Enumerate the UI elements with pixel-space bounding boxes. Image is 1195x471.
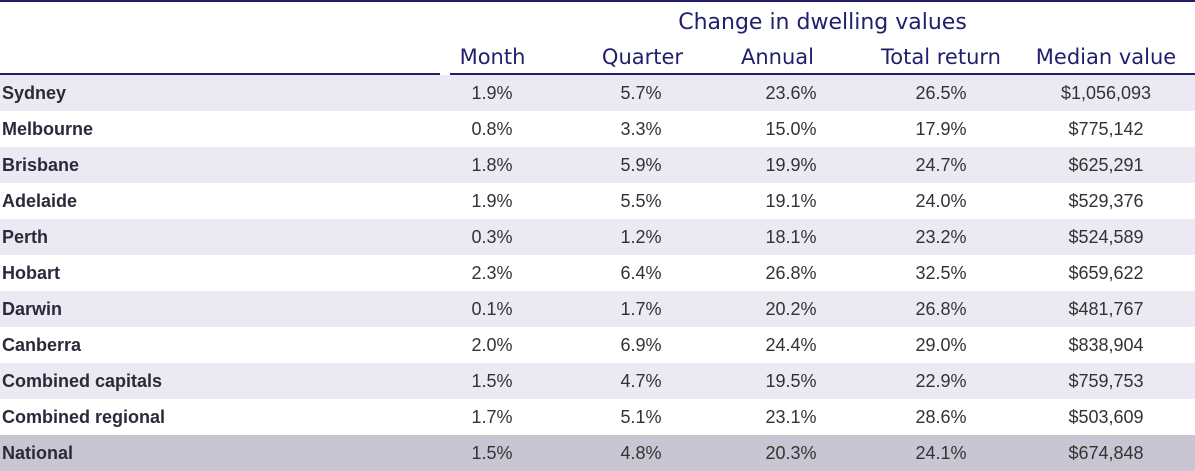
row-label: Combined capitals	[2, 371, 163, 391]
cell-total-return: 32.5%	[915, 263, 967, 283]
cell-month: 1.9%	[471, 191, 513, 211]
cell-total-return: 29.0%	[915, 335, 967, 355]
cell-total-return: 17.9%	[915, 119, 967, 139]
column-header-month: Month	[459, 45, 526, 69]
cell-median-value: $529,376	[1068, 191, 1144, 211]
cell-month: 1.5%	[471, 443, 513, 463]
cell-annual: 18.1%	[765, 227, 817, 247]
cell-annual: 23.1%	[765, 407, 817, 427]
row-label: Perth	[2, 227, 49, 247]
cell-median-value: $625,291	[1068, 155, 1144, 175]
column-header-total-return: Total return	[881, 45, 1001, 69]
table-row: Canberra 2.0% 6.9% 24.4% 29.0% $838,904	[0, 327, 1195, 363]
cell-quarter: 6.4%	[620, 263, 662, 283]
cell-total-return: 24.0%	[915, 191, 967, 211]
cell-month: 2.3%	[471, 263, 513, 283]
column-header-median-value: Median value	[1035, 45, 1177, 69]
table-row: Brisbane 1.8% 5.9% 19.9% 24.7% $625,291	[0, 147, 1195, 183]
cell-annual: 19.1%	[765, 191, 817, 211]
cell-total-return: 26.5%	[915, 83, 967, 103]
cell-quarter: 5.5%	[620, 191, 662, 211]
cell-annual: 23.6%	[765, 83, 817, 103]
cell-month: 1.9%	[471, 83, 513, 103]
header-rule-right	[450, 73, 1195, 75]
cell-total-return: 23.2%	[915, 227, 967, 247]
row-label: Brisbane	[2, 155, 80, 175]
cell-month: 0.8%	[471, 119, 513, 139]
cell-quarter: 5.7%	[620, 83, 662, 103]
row-label: Hobart	[2, 263, 60, 283]
cell-total-return: 22.9%	[915, 371, 967, 391]
cell-month: 1.5%	[471, 371, 513, 391]
cell-median-value: $759,753	[1068, 371, 1144, 391]
header-rule-left	[0, 73, 440, 75]
table-row: Combined regional 1.7% 5.1% 23.1% 28.6% $503,…	[0, 399, 1195, 435]
top-rule	[0, 0, 1195, 2]
row-label: Sydney	[2, 83, 67, 103]
cell-median-value: $503,609	[1068, 407, 1144, 427]
cell-month: 1.7%	[471, 407, 513, 427]
cell-quarter: 1.7%	[620, 299, 662, 319]
cell-quarter: 4.7%	[620, 371, 662, 391]
row-label: Darwin	[2, 299, 63, 319]
cell-quarter: 3.3%	[620, 119, 662, 139]
cell-median-value: $674,848	[1068, 443, 1144, 463]
cell-total-return: 26.8%	[915, 299, 967, 319]
cell-quarter: 5.9%	[620, 155, 662, 175]
cell-month: 2.0%	[471, 335, 513, 355]
table-row: Darwin 0.1% 1.7% 20.2% 26.8% $481,767	[0, 291, 1195, 327]
column-header-annual: Annual	[741, 45, 814, 69]
row-label: Melbourne	[2, 119, 94, 139]
row-label: National	[2, 443, 74, 463]
cell-annual: 24.4%	[765, 335, 817, 355]
cell-annual: 19.9%	[765, 155, 817, 175]
cell-annual: 15.0%	[765, 119, 817, 139]
row-label: Combined regional	[2, 407, 166, 427]
cell-median-value: $1,056,093	[1060, 83, 1152, 103]
cell-total-return: 24.7%	[915, 155, 967, 175]
table-row: Sydney 1.9% 5.7% 23.6% 26.5% $1,056,093	[0, 75, 1195, 111]
cell-quarter: 1.2%	[620, 227, 662, 247]
table-row: Combined capitals 1.5% 4.7% 19.5% 22.9% $759,…	[0, 363, 1195, 399]
cell-annual: 26.8%	[765, 263, 817, 283]
cell-median-value: $775,142	[1068, 119, 1144, 139]
table-row: Hobart 2.3% 6.4% 26.8% 32.5% $659,622	[0, 255, 1195, 291]
table-body: Sydney 1.9% 5.7% 23.6% 26.5% $1,056,093 Melbou…	[0, 75, 1195, 471]
column-header-quarter: Quarter	[601, 45, 684, 69]
cell-quarter: 5.1%	[620, 407, 662, 427]
cell-annual: 20.2%	[765, 299, 817, 319]
cell-median-value: $524,589	[1068, 227, 1144, 247]
cell-month: 1.8%	[471, 155, 513, 175]
table-row: Perth 0.3% 1.2% 18.1% 23.2% $524,589	[0, 219, 1195, 255]
cell-median-value: $838,904	[1068, 335, 1144, 355]
cell-quarter: 4.8%	[620, 443, 662, 463]
cell-quarter: 6.9%	[620, 335, 662, 355]
group-header: Change in dwelling values	[678, 10, 967, 35]
cell-median-value: $659,622	[1068, 263, 1144, 283]
cell-annual: 19.5%	[765, 371, 817, 391]
row-label: Adelaide	[2, 191, 78, 211]
table-row: National 1.5% 4.8% 20.3% 24.1% $674,848	[0, 435, 1195, 471]
row-label: Canberra	[2, 335, 82, 355]
cell-median-value: $481,767	[1068, 299, 1144, 319]
cell-annual: 20.3%	[765, 443, 817, 463]
table-row: Adelaide 1.9% 5.5% 19.1% 24.0% $529,376	[0, 183, 1195, 219]
cell-month: 0.3%	[471, 227, 513, 247]
cell-month: 0.1%	[471, 299, 513, 319]
cell-total-return: 24.1%	[915, 443, 967, 463]
table-row: Melbourne 0.8% 3.3% 15.0% 17.9% $775,142	[0, 111, 1195, 147]
cell-total-return: 28.6%	[915, 407, 967, 427]
